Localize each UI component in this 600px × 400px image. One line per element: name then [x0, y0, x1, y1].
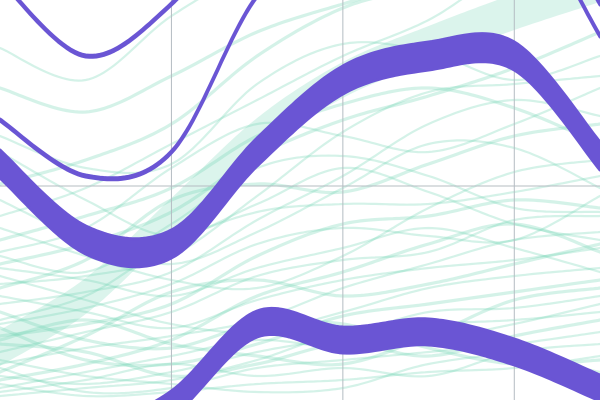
context-series-line: [0, 214, 600, 354]
context-series-line: [0, 41, 600, 175]
context-series-line: [0, 226, 600, 298]
context-series-line: [0, 198, 600, 338]
context-series-line: [0, 154, 600, 275]
context-series-line: [0, 0, 199, 82]
highlight-series-line: [154, 306, 600, 400]
context-series-line: [0, 246, 600, 330]
context-series-line: [0, 222, 600, 382]
context-series-line: [0, 242, 600, 374]
context-series-line: [0, 230, 600, 366]
context-series-line: [0, 286, 600, 367]
context-series-line: [0, 0, 373, 186]
context-series-line: [0, 174, 600, 322]
context-series-line: [0, 74, 600, 286]
context-series-line: [0, 294, 600, 386]
highlight-series-line: [0, 0, 600, 182]
context-series-line: [0, 302, 600, 390]
context-series-line: [0, 0, 362, 114]
context-band: [0, 0, 600, 366]
context-series-line: [0, 0, 463, 218]
context-series-line: [0, 150, 600, 242]
highlight-series-line: [0, 32, 600, 269]
context-series-line: [0, 194, 600, 326]
context-series-line: [0, 354, 600, 398]
context-series-line: [0, 98, 600, 306]
context-series-line: [0, 310, 600, 398]
